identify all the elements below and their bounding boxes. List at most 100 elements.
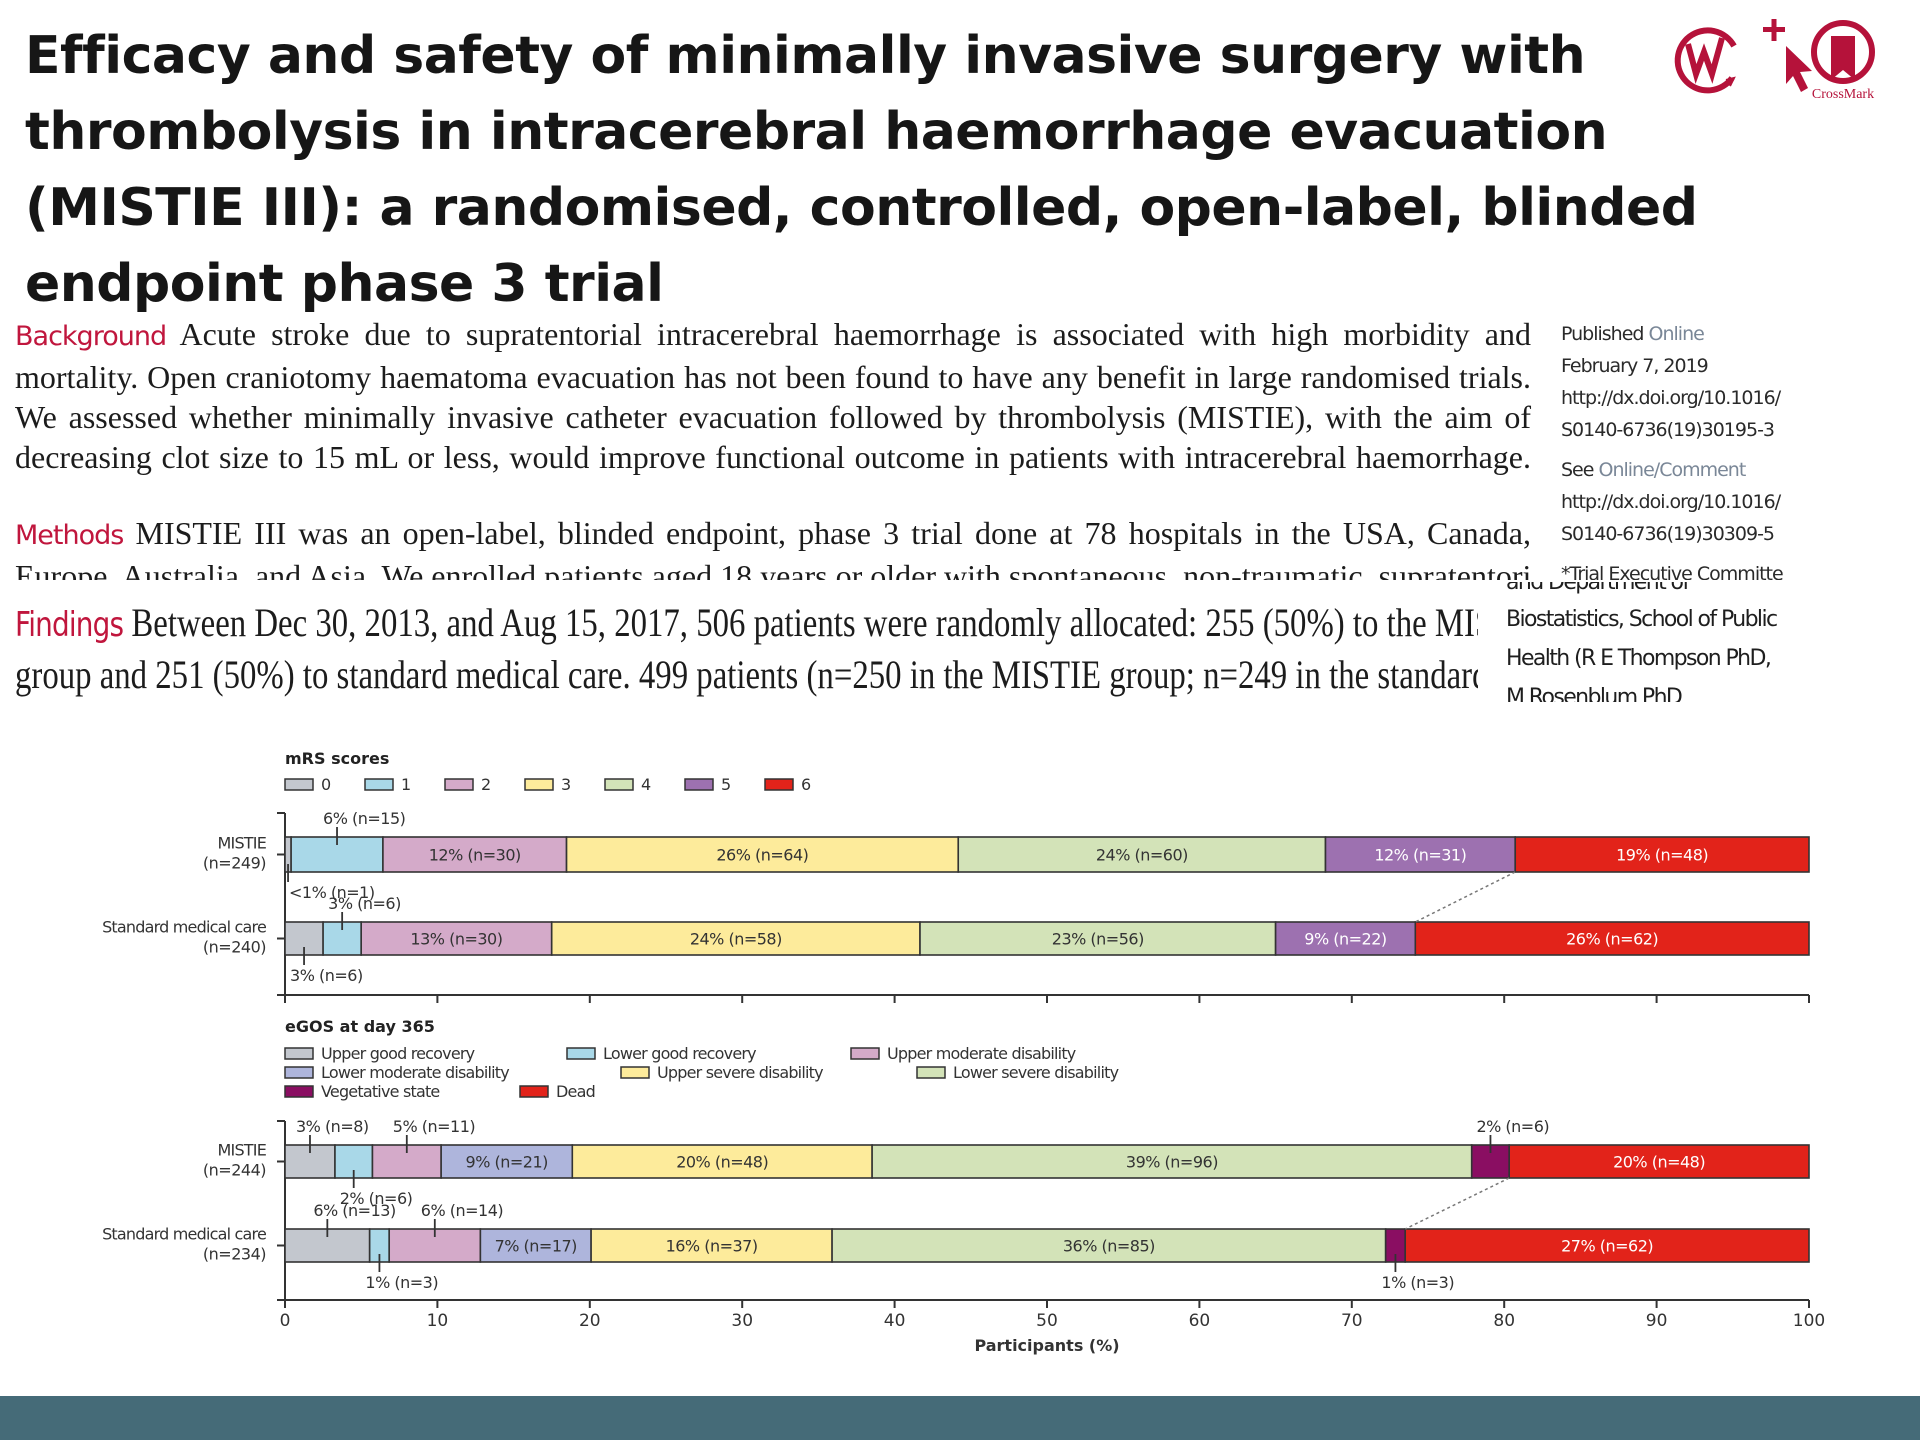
abstract-line: Europe, Australia, and Asia. We enrolled… (15, 558, 1531, 580)
segment-label: 23% (n=56) (1052, 930, 1144, 949)
segment-label: 9% (n=22) (1304, 930, 1386, 949)
legend-swatch (364, 778, 394, 791)
committee-note: *Trial Executive Committe (1561, 563, 1784, 580)
segment-label: 27% (n=62) (1561, 1237, 1653, 1256)
segment-label: 6% (n=14) (421, 1201, 503, 1220)
bar-segment (590, 1228, 833, 1263)
bar-segment (1414, 921, 1810, 956)
bar-segment (382, 836, 568, 873)
legend-label: Lower severe disability (953, 1063, 1119, 1082)
legend-label: 1 (401, 775, 410, 794)
bar-segment (571, 1144, 873, 1179)
segment-label: 20% (n=48) (1613, 1153, 1705, 1172)
abstract-background: Background Acute stroke due to supratent… (15, 314, 1531, 477)
legend-label: Dead (556, 1082, 595, 1101)
title-line: endpoint phase 3 trial (25, 254, 664, 314)
segment-label: 24% (n=58) (690, 930, 782, 949)
bar-segment (565, 836, 960, 873)
legend-swatch (284, 1085, 314, 1098)
segment-label: 2% (n=6) (340, 1189, 413, 1208)
background-heading: Background (15, 321, 167, 352)
row-n-label: (n=249) (203, 854, 266, 873)
x-tick-label: 100 (1793, 1311, 1825, 1331)
legend-label: 0 (321, 775, 331, 794)
bar-segment (1508, 1144, 1810, 1179)
row-n-label: (n=240) (203, 938, 266, 957)
segment-label: 20% (n=48) (676, 1153, 768, 1172)
row-n-label: (n=244) (203, 1161, 266, 1180)
x-tick-label: 90 (1646, 1311, 1668, 1331)
chart-title: mRS scores (285, 749, 389, 768)
segment-label: 7% (n=17) (495, 1237, 577, 1256)
doi-link[interactable]: http://dx.doi.org/10.1016/ (1561, 387, 1781, 409)
legend-label: 6 (801, 775, 811, 794)
crossmark-label: CrossMark (1812, 87, 1874, 102)
legend-label: Vegetative state (321, 1082, 439, 1101)
legend-swatch (519, 1085, 549, 1098)
crossmark-icon[interactable]: CrossMark (1811, 20, 1875, 102)
dead-connector-line (1404, 1177, 1510, 1230)
row-label: MISTIE (218, 1141, 267, 1160)
segment-label: 26% (n=62) (1566, 930, 1658, 949)
segment-label: 5% (n=11) (393, 1117, 475, 1136)
abstract-line: Between Dec 30, 2013, and Aug 15, 2017, … (131, 600, 1478, 645)
segment-label: <1% (n=1) (289, 883, 375, 902)
legend-swatch (566, 1047, 596, 1060)
x-axis-label: Participants (%) (974, 1336, 1119, 1355)
segment-label: 36% (n=85) (1063, 1237, 1155, 1256)
abstract-methods: Methods MISTIE III was an open-label, bl… (15, 513, 1531, 580)
bar-segment (440, 1144, 574, 1179)
x-tick-label: 30 (731, 1311, 753, 1331)
title-line: thrombolysis in intracerebral haemorrhag… (25, 102, 1608, 162)
doi-link[interactable]: S0140-6736(19)30309-5 (1561, 523, 1775, 545)
comment-link[interactable]: Online/Comment (1598, 459, 1747, 481)
cursor-plus-icon[interactable] (1763, 19, 1812, 92)
legend-swatch (684, 778, 714, 791)
bar-segment (871, 1144, 1473, 1179)
legend-label: Upper good recovery (321, 1044, 475, 1063)
article-title: Efficacy and safety of minimally invasiv… (25, 18, 1698, 322)
segment-label: 3% (n=8) (296, 1117, 369, 1136)
bar-segment (284, 1228, 371, 1263)
x-tick-label: 70 (1341, 1311, 1363, 1331)
abstract-findings: Findings Between Dec 30, 2013, and Aug 1… (15, 598, 1478, 700)
segment-label: 12% (n=30) (429, 846, 521, 865)
x-tick-label: 60 (1189, 1311, 1211, 1331)
abstract-line: Acute stroke due to supratentorial intra… (179, 316, 1532, 352)
publication-sidebar: Published Online February 7, 2019 http:/… (1561, 318, 1861, 580)
legend-label: 2 (481, 775, 490, 794)
online-link[interactable]: Online (1648, 323, 1705, 345)
segment-label: 19% (n=48) (1616, 846, 1708, 865)
doi-link[interactable]: S0140-6736(19)30195-3 (1561, 419, 1775, 441)
bar-segment (919, 921, 1277, 956)
legend-swatch (444, 778, 474, 791)
legend-label: 3 (561, 775, 570, 794)
x-tick-label: 0 (280, 1311, 291, 1331)
legend-label: Upper moderate disability (887, 1044, 1076, 1063)
legend-swatch (524, 778, 554, 791)
segment-label: 24% (n=60) (1096, 846, 1188, 865)
doi-link[interactable]: http://dx.doi.org/10.1016/ (1561, 491, 1781, 513)
abstract-line: mortality. Open craniotomy haematoma eva… (15, 359, 1531, 395)
affiliation-line: M Rosenblum PhD (1506, 685, 1683, 702)
x-tick-label: 50 (1036, 1311, 1058, 1331)
affiliation-line: Health (R E Thompson PhD, (1506, 646, 1772, 671)
affiliation-sidebar: and Department of Biostatistics, School … (1506, 582, 1836, 702)
x-tick-label: 80 (1493, 1311, 1515, 1331)
bar-segment (1514, 836, 1810, 873)
abstract-line: group and 251 (50%) to standard medical … (15, 652, 1478, 697)
legend-label: 5 (721, 775, 730, 794)
title-line: (MISTIE III): a randomised, controlled, … (25, 178, 1698, 238)
wiley-w-icon[interactable] (1674, 27, 1737, 94)
published-label: Published (1561, 323, 1644, 345)
segment-label: 13% (n=30) (410, 930, 502, 949)
segment-label: 2% (n=6) (1476, 1117, 1549, 1136)
bar-segment (479, 1228, 592, 1263)
legend-swatch (916, 1066, 946, 1079)
segment-label: 3% (n=6) (328, 894, 401, 913)
dead-connector-line (1414, 871, 1516, 923)
segment-label: 3% (n=6) (290, 966, 363, 985)
legend-swatch (764, 778, 794, 791)
segment-label: 26% (n=64) (716, 846, 808, 865)
